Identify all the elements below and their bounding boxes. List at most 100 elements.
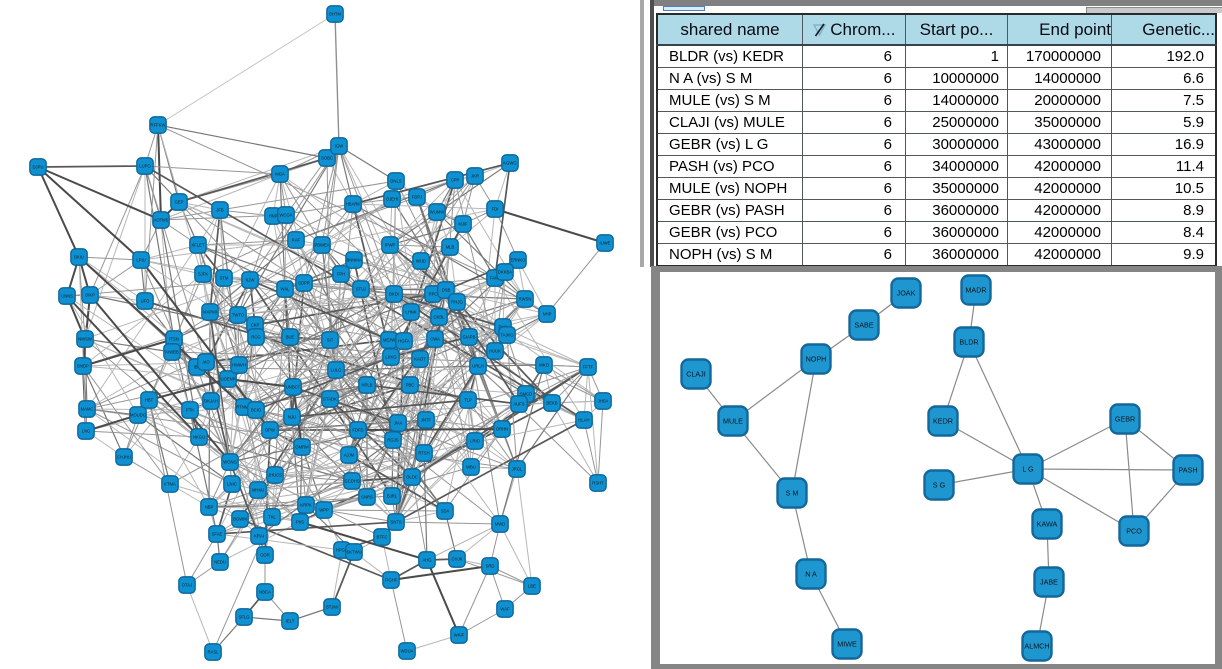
svg-text:GCDHS: GCDHS <box>344 479 359 484</box>
svg-text:MEJW: MEJW <box>383 338 395 343</box>
svg-text:AIO: AIO <box>202 360 210 365</box>
svg-text:KIWBB: KIWBB <box>165 350 179 355</box>
svg-text:WDUA: WDUA <box>401 649 414 654</box>
svg-text:JFB: JFB <box>216 208 224 213</box>
svg-text:JKR: JKR <box>471 174 479 179</box>
svg-text:ORHN: ORHN <box>496 427 508 432</box>
svg-text:JOAK: JOAK <box>897 289 916 298</box>
svg-text:TWTO: TWTO <box>232 313 245 318</box>
svg-text:NBP: NBP <box>205 505 214 510</box>
svg-text:NJU: NJU <box>288 415 296 420</box>
svg-text:FAWI: FAWI <box>490 276 500 281</box>
svg-text:UNBCT: UNBCT <box>286 385 301 390</box>
svg-text:NBCA: NBCA <box>259 590 271 595</box>
svg-text:BNNMA: BNNMA <box>346 258 361 263</box>
svg-text:LULG: LULG <box>331 368 342 373</box>
svg-text:FPH: FPH <box>337 272 345 277</box>
svg-text:IGW: IGW <box>335 144 343 149</box>
svg-text:BHTM: BHTM <box>329 12 341 17</box>
svg-text:ALMCH: ALMCH <box>1024 642 1049 651</box>
svg-text:PASH: PASH <box>1178 466 1197 475</box>
svg-text:BEKB: BEKB <box>546 401 557 406</box>
svg-text:MIWE: MIWE <box>837 640 857 649</box>
svg-text:FIGHF: FIGHF <box>385 578 398 583</box>
svg-text:PCO: PCO <box>1126 527 1142 536</box>
svg-text:WBU: WBU <box>466 465 476 470</box>
svg-text:DJPU: DJPU <box>33 165 44 170</box>
svg-text:TAJKG: TAJKG <box>500 333 513 338</box>
svg-text:RTNMG: RTNMG <box>236 405 251 410</box>
svg-text:JHSA: JHSA <box>598 399 609 404</box>
svg-text:BCIO: BCIO <box>251 408 262 413</box>
svg-text:JIAA: JIAA <box>394 421 403 426</box>
svg-text:CKP: CKP <box>251 323 260 328</box>
svg-text:HNP: HNP <box>269 214 278 219</box>
svg-text:BGWM: BGWM <box>233 517 247 522</box>
svg-text:NOPH: NOPH <box>806 355 827 364</box>
svg-text:CHJHU: CHJHU <box>117 455 131 460</box>
svg-text:DSB: DSB <box>442 288 451 293</box>
svg-text:HBT: HBT <box>145 398 154 403</box>
svg-text:SNRS: SNRS <box>361 495 373 500</box>
svg-text:WUMW: WUMW <box>430 210 444 215</box>
svg-text:GEBR: GEBR <box>1115 415 1135 424</box>
svg-text:URLH: URLH <box>472 364 483 369</box>
svg-text:OPW: OPW <box>265 428 275 433</box>
svg-text:MADR: MADR <box>965 286 986 295</box>
svg-text:STUJ: STUJ <box>356 287 366 292</box>
svg-text:OOR: OOR <box>260 553 270 558</box>
svg-text:HUUK: HUUK <box>489 349 501 354</box>
svg-text:RCG: RCG <box>251 335 260 340</box>
svg-text:KRAI: KRAI <box>254 534 264 539</box>
svg-text:ERNKO: ERNKO <box>511 258 527 263</box>
svg-text:DKJAH: DKJAH <box>204 399 218 404</box>
svg-text:BTJMI: BTJMI <box>326 605 338 610</box>
svg-text:WKO: WKO <box>539 363 550 368</box>
svg-text:FDPJ: FDPJ <box>412 195 422 200</box>
svg-text:NHP: NHP <box>543 312 552 317</box>
svg-text:PIIS: PIIS <box>296 520 304 525</box>
svg-text:LNG: LNG <box>82 429 91 434</box>
svg-text:MULE: MULE <box>723 417 743 426</box>
svg-text:UOENP: UOENP <box>221 377 236 382</box>
svg-text:TLP: TLP <box>464 398 472 403</box>
svg-text:SJFK: SJFK <box>198 272 208 277</box>
svg-text:NWSW: NWSW <box>78 337 92 342</box>
svg-text:STM: STM <box>220 276 229 281</box>
svg-text:OIKP: OIKP <box>85 293 95 298</box>
svg-text:BTFC: BTFC <box>377 535 388 540</box>
svg-text:CHJK: CHJK <box>452 557 463 562</box>
svg-text:SMCD: SMCD <box>520 392 532 397</box>
svg-text:AJJM: AJJM <box>344 453 355 458</box>
svg-text:DNLS: DNLS <box>390 179 401 184</box>
svg-text:SNTS: SNTS <box>390 520 401 525</box>
svg-text:LKKG: LKKG <box>385 355 396 360</box>
svg-text:NKGU: NKGU <box>193 435 205 440</box>
svg-text:UNNS: UNNS <box>61 294 73 299</box>
svg-text:MLB: MLB <box>446 245 455 250</box>
svg-text:SRD: SRD <box>486 564 495 569</box>
svg-text:IBS: IBS <box>194 365 201 370</box>
svg-text:LRIO: LRIO <box>470 439 481 444</box>
svg-text:RHJG: RHJG <box>451 300 462 305</box>
svg-text:CPP: CPP <box>451 178 460 183</box>
svg-text:NEDU: NEDU <box>214 560 226 565</box>
svg-text:AUFS: AUFS <box>513 402 524 407</box>
svg-text:BUE: BUE <box>286 335 295 340</box>
svg-text:MOUDG: MOUDG <box>130 413 146 418</box>
svg-text:MAPMI: MAPMI <box>203 310 217 315</box>
svg-text:WUD: WUD <box>416 259 426 264</box>
svg-text:L G: L G <box>1022 465 1034 474</box>
svg-text:SIT: SIT <box>327 338 334 343</box>
svg-text:MAMC: MAMC <box>81 407 94 412</box>
svg-text:PBC: PBC <box>406 383 415 388</box>
svg-text:FDI: FDI <box>492 207 499 212</box>
svg-text:WKIF: WKIF <box>454 633 465 638</box>
svg-text:SDPR: SDPR <box>298 281 310 286</box>
svg-text:BLDR: BLDR <box>959 338 978 347</box>
svg-text:SOBC: SOBC <box>321 156 333 161</box>
svg-text:KFLET: KFLET <box>191 243 204 248</box>
svg-text:JRGL: JRGL <box>512 467 523 472</box>
svg-text:KAF: KAF <box>292 238 301 243</box>
svg-text:LBE: LBE <box>528 584 536 589</box>
